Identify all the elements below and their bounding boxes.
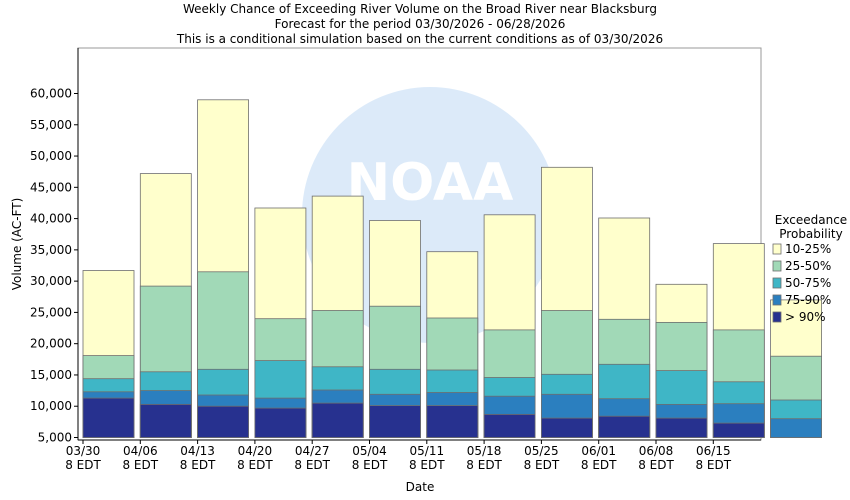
x-tick-label: 8 EDT xyxy=(638,458,674,472)
x-tick-label: 8 EDT xyxy=(695,458,731,472)
chart-title: Weekly Chance of Exceeding River Volume … xyxy=(176,2,663,46)
x-tick-label: 06/01 xyxy=(581,444,616,458)
bar-segment xyxy=(197,405,250,438)
bar-segment xyxy=(598,415,651,438)
bar-segment xyxy=(369,405,421,438)
y-tick-label: 25,000 xyxy=(30,305,72,319)
bar-segment xyxy=(311,402,364,438)
legend-label: 50-75% xyxy=(785,276,831,290)
x-tick-label: 8 EDT xyxy=(409,458,445,472)
legend-label: > 90% xyxy=(785,310,826,324)
legend-title: Exceedance xyxy=(775,213,847,227)
x-tick-label: 8 EDT xyxy=(294,458,330,472)
bar-segment xyxy=(254,407,307,438)
legend-label: 75-90% xyxy=(785,293,831,307)
legend-swatch xyxy=(772,243,782,255)
x-axis-label: Date xyxy=(406,480,435,494)
legend-label: 10-25% xyxy=(785,242,831,256)
bar-segment xyxy=(712,422,765,438)
y-tick-label: 35,000 xyxy=(30,243,72,257)
y-tick-label: 15,000 xyxy=(30,368,72,382)
legend-label: 25-50% xyxy=(785,259,831,273)
y-tick-label: 5,000 xyxy=(38,431,72,445)
x-tick-label: 8 EDT xyxy=(352,458,388,472)
title-line: Weekly Chance of Exceeding River Volume … xyxy=(183,2,657,16)
x-tick-label: 8 EDT xyxy=(466,458,502,472)
x-tick-label: 8 EDT xyxy=(65,458,101,472)
y-tick-label: 40,000 xyxy=(30,212,72,226)
legend-title: Probability xyxy=(779,227,842,241)
legend-swatch xyxy=(772,260,782,272)
noaa-logo-text: NOAA xyxy=(347,153,514,213)
bar-segment xyxy=(770,418,822,438)
legend-swatch xyxy=(772,311,782,323)
bar-segment xyxy=(139,403,192,438)
bar-segment xyxy=(655,417,708,438)
x-tick-label: 06/08 xyxy=(639,444,674,458)
y-tick-label: 30,000 xyxy=(30,274,72,288)
x-tick-label: 8 EDT xyxy=(581,458,617,472)
bar-segment xyxy=(426,405,479,438)
title-line: Forecast for the period 03/30/2026 - 06/… xyxy=(275,17,566,31)
y-tick-label: 55,000 xyxy=(30,118,72,132)
y-tick-label: 10,000 xyxy=(30,399,72,413)
bar-segment xyxy=(541,417,593,438)
y-tick-label: 50,000 xyxy=(30,149,72,163)
x-tick-label: 05/25 xyxy=(524,444,559,458)
y-axis: 5,000 10,000 15,000 20,000 25,000 30,000 35,00… xyxy=(30,48,79,445)
x-tick-label: 05/18 xyxy=(467,444,502,458)
legend-swatch xyxy=(772,294,782,306)
x-tick-label: 06/15 xyxy=(696,444,731,458)
bar-segment xyxy=(82,397,135,438)
y-tick-label: 20,000 xyxy=(30,337,72,351)
bars xyxy=(82,99,822,438)
legend-swatch xyxy=(772,277,782,289)
x-tick-label: 03/30 xyxy=(66,444,101,458)
title-line: This is a conditional simulation based o… xyxy=(176,32,663,46)
bar-segment xyxy=(483,413,536,438)
x-tick-label: 04/06 xyxy=(123,444,158,458)
x-tick-label: 04/13 xyxy=(180,444,215,458)
x-tick-label: 05/11 xyxy=(410,444,445,458)
x-tick-label: 8 EDT xyxy=(180,458,216,472)
x-tick-label: 8 EDT xyxy=(122,458,158,472)
x-tick-label: 8 EDT xyxy=(237,458,273,472)
x-tick-label: 05/04 xyxy=(352,444,387,458)
x-tick-label: 04/20 xyxy=(238,444,273,458)
x-tick-label: 04/27 xyxy=(295,444,330,458)
y-tick-label: 60,000 xyxy=(30,87,72,101)
x-tick-label: 8 EDT xyxy=(524,458,560,472)
y-tick-label: 45,000 xyxy=(30,180,72,194)
y-axis-label: Volume (AC-FT) xyxy=(10,198,24,291)
